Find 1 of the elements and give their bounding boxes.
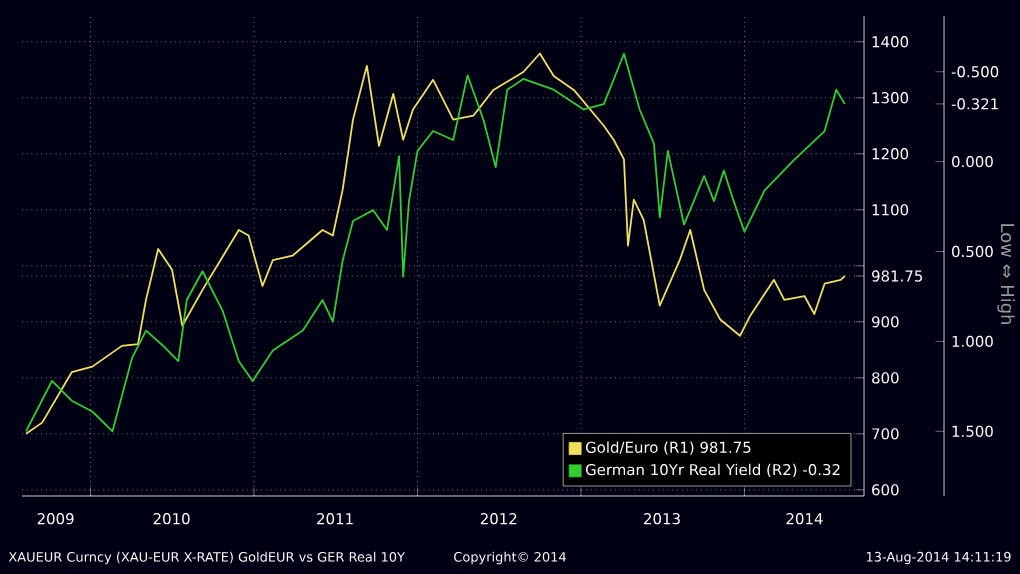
y2-axis-title: Low ⇔ High (997, 224, 1015, 324)
